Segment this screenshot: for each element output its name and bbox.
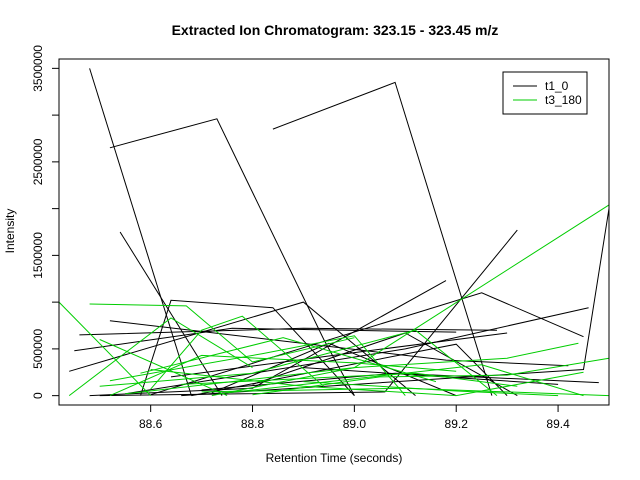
series-t1_0-segment-12 [191, 343, 508, 397]
series-t3_180-segment-6 [109, 354, 457, 397]
y-axis-label: Intensity [3, 209, 17, 254]
series-t3_180-segment-0 [58, 301, 152, 396]
series-t3_180-segment-16 [140, 337, 437, 383]
series-t1_0-segment-4 [140, 299, 355, 396]
x-tick-label-2: 89.0 [343, 417, 367, 431]
y-tick-label-0: 0 [31, 392, 45, 399]
series-t3_180-segment-9 [150, 315, 325, 390]
x-tick-label-0: 88.6 [139, 417, 163, 431]
y-tick-label-5: 2500000 [31, 138, 45, 185]
y-tick-label-3: 1500000 [31, 232, 45, 279]
chart-title: Extracted Ion Chromatogram: 323.15 - 323… [172, 22, 499, 38]
series-t1_0-segment-6 [74, 327, 457, 352]
x-tick-label-1: 88.8 [241, 417, 265, 431]
series-t1_0-segment-11 [150, 292, 584, 396]
x-tick-label-4: 89.4 [546, 417, 570, 431]
series-t3_180-segment-10 [211, 342, 579, 397]
series-t1_0-segment-9 [89, 280, 447, 397]
series-t3_180-segment-5 [99, 329, 498, 396]
series-t1_0-segment-15 [125, 307, 589, 395]
series-t3_180-segment-13 [303, 381, 559, 397]
y-tick-label-7: 3500000 [31, 45, 45, 92]
series-t1_0-segment-0 [89, 68, 192, 396]
series-t1_0-segment-16 [170, 332, 508, 378]
series-t3_180-segment-1 [89, 303, 355, 363]
series-t1_0-segment-2 [119, 231, 223, 396]
series-t3_180-segment-11 [252, 357, 610, 396]
y-tick-label-1: 500000 [31, 329, 45, 369]
x-tick-label-3: 89.2 [445, 417, 469, 431]
series-layer [58, 68, 610, 397]
series-t3_180-segment-8 [150, 369, 584, 397]
legend-label-t3_180: t3_180 [545, 93, 582, 107]
series-t3_180-segment-15 [181, 372, 518, 387]
series-t1_0-segment-7 [79, 327, 498, 336]
x-axis: 88.6 88.8 89.0 89.2 89.4 [139, 405, 570, 431]
legend: t1_0t3_180 [502, 71, 588, 115]
x-axis-label: Retention Time (seconds) [266, 451, 403, 465]
series-t3_180-segment-14 [227, 364, 584, 397]
series-t1_0-segment-8 [109, 320, 569, 367]
plot-frame [58, 58, 610, 406]
legend-box [502, 71, 588, 115]
y-axis: 0 500000 1500000 2500000 3500000 [31, 45, 59, 399]
series-t1_0-segment-3 [272, 81, 493, 396]
series-t1_0-segment-1 [109, 118, 355, 396]
legend-label-t1_0: t1_0 [545, 79, 569, 93]
series-t3_180-segment-2 [68, 317, 253, 396]
